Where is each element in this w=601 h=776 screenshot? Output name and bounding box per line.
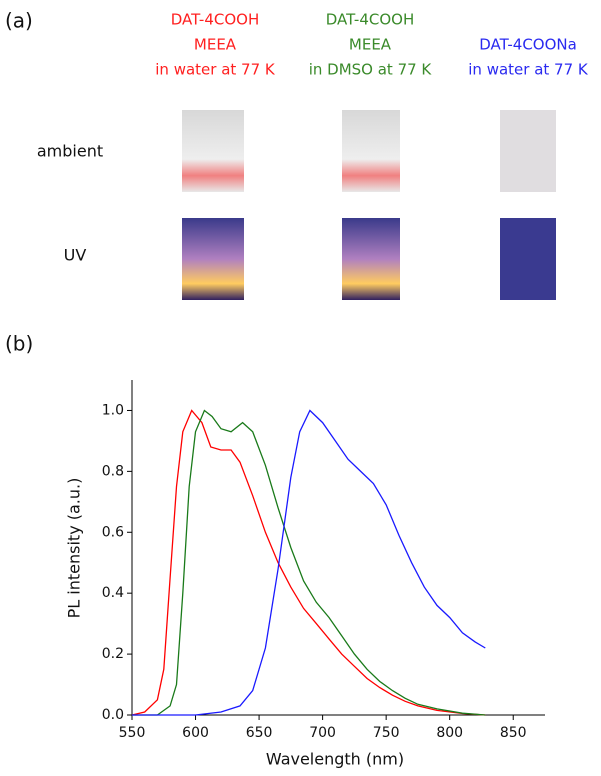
column-header: DAT-4COOH [326,11,415,29]
x-tick-label: 850 [500,725,527,741]
y-tick-label: 0.8 [102,463,124,479]
column-header: in water at 77 K [468,61,589,79]
row-label: UV [64,246,87,265]
y-tick-label: 0.0 [102,707,124,723]
photo [342,110,400,192]
series-line [132,409,486,716]
y-tick-label: 1.0 [102,402,124,418]
photo [500,110,556,192]
panel-label: (a) [5,9,33,33]
column-header: in DMSO at 77 K [309,61,433,79]
panel-label: (b) [5,332,33,356]
x-tick-label: 650 [246,725,273,741]
x-tick-label: 800 [436,725,463,741]
photo [500,218,556,300]
y-axis-label: PL intensity (a.u.) [65,478,84,619]
column-header: DAT-4COOH [171,11,260,29]
column-header: in water at 77 K [155,61,276,79]
photo [182,218,244,300]
x-tick-label: 750 [373,725,400,741]
photo [182,110,244,192]
y-tick-label: 0.2 [102,646,124,662]
column-header: DAT-4COONa [479,36,577,54]
row-label: ambient [37,142,103,161]
series-line [132,409,486,716]
column-header: MEEA [349,36,392,54]
x-tick-label: 700 [309,725,336,741]
y-tick-label: 0.4 [102,585,124,601]
x-axis-label: Wavelength (nm) [266,750,404,769]
photo [342,218,400,300]
x-tick-label: 600 [182,725,209,741]
x-tick-label: 550 [119,725,146,741]
y-tick-label: 0.6 [102,524,124,540]
column-header: MEEA [194,36,237,54]
series-line [131,409,486,716]
